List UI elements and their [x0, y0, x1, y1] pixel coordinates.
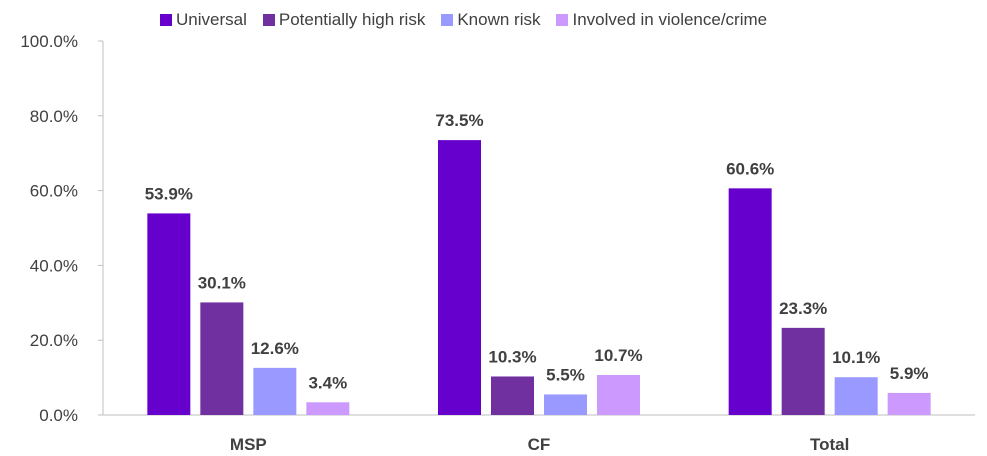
bar — [728, 188, 772, 415]
legend-swatch-universal — [160, 14, 172, 26]
legend-label-violence-crime: Involved in violence/crime — [572, 10, 768, 29]
data-label: 30.1% — [198, 273, 246, 292]
data-label: 10.3% — [488, 347, 536, 366]
data-label: 10.1% — [832, 348, 880, 367]
legend-item-universal: Universal — [160, 10, 247, 30]
legend-item-potentially-high-risk: Potentially high risk — [262, 10, 426, 30]
bar — [491, 376, 534, 415]
data-label: 5.9% — [890, 364, 929, 383]
x-category-label: CF — [528, 435, 551, 454]
bar — [200, 302, 244, 415]
data-label: 60.6% — [726, 159, 774, 178]
bar — [887, 392, 931, 415]
bar — [781, 327, 825, 415]
data-label: 53.9% — [145, 184, 193, 203]
y-tick-label: 80.0% — [30, 107, 78, 126]
data-label: 12.6% — [251, 339, 299, 358]
x-category-label: MSP — [230, 435, 267, 454]
legend-swatch-known-risk — [441, 14, 454, 26]
x-category-label: Total — [810, 435, 849, 454]
legend-label-potentially-high-risk: Potentially high risk — [278, 10, 426, 29]
legend-item-known-risk: Known risk — [441, 10, 540, 30]
bar — [253, 367, 297, 415]
legend-swatch-violence-crime — [556, 14, 569, 26]
y-tick-label: 60.0% — [30, 182, 78, 201]
data-label: 5.5% — [546, 365, 585, 384]
legend-label-known-risk: Known risk — [457, 10, 541, 29]
bar — [306, 402, 350, 415]
data-label: 3.4% — [308, 373, 347, 392]
bar — [597, 374, 640, 415]
y-tick-label: 100.0% — [20, 32, 78, 51]
bar — [834, 377, 878, 415]
y-tick-label: 40.0% — [30, 256, 78, 275]
legend-swatch-potentially-high-risk — [262, 14, 275, 26]
y-tick-label: 0.0% — [39, 406, 78, 425]
legend-label-universal: Universal — [176, 10, 247, 29]
bar — [438, 140, 481, 416]
y-tick-label: 20.0% — [30, 331, 78, 350]
bar — [147, 213, 191, 415]
bar — [544, 394, 587, 415]
chart-legend: Universal Potentially high risk Known ri… — [160, 10, 767, 30]
legend-item-violence-crime: Involved in violence/crime — [556, 10, 767, 30]
data-label: 73.5% — [435, 111, 483, 130]
data-label: 23.3% — [779, 299, 827, 318]
data-label: 10.7% — [594, 346, 642, 365]
